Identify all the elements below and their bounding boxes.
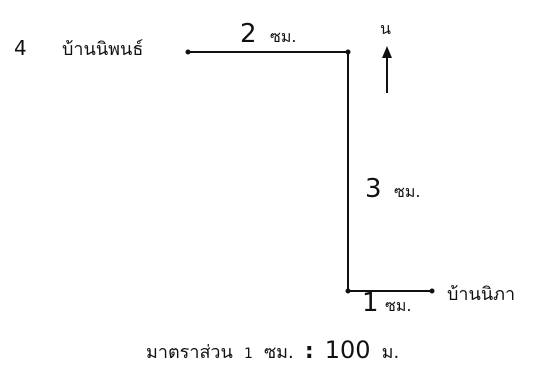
segment-length-value: 2 <box>240 19 257 49</box>
corner-dot-bottom <box>345 288 351 294</box>
segment-length-value: 3 <box>365 174 382 204</box>
scale-map-value: 1 <box>244 346 253 362</box>
corner-dot-top <box>345 49 351 55</box>
segment-length-unit: ซม. <box>385 296 412 315</box>
problem-number: 4 <box>14 36 27 60</box>
scale-map-unit: ซม. <box>264 342 294 363</box>
scale-separator: : <box>305 339 314 364</box>
route-path <box>188 51 432 292</box>
end-point-dot <box>429 288 435 294</box>
end-place-label: บ้านนิภา <box>447 284 515 305</box>
segment-length-unit: ซม. <box>270 27 297 46</box>
scale-prefix: มาตราส่วน <box>146 342 233 363</box>
north-label: น <box>380 19 391 38</box>
scale-caption: มาตราส่วน 1 ซม. : 100 ม. <box>146 336 399 364</box>
scale-real-value: 100 <box>325 336 371 364</box>
segment-length-value: 1 <box>362 288 379 318</box>
start-point-dot <box>185 49 191 55</box>
segment-length-unit: ซม. <box>394 182 421 201</box>
north-arrow-icon: น <box>380 19 392 93</box>
start-place-label: บ้านนิพนธ์ <box>62 39 143 60</box>
scale-real-unit: ม. <box>382 342 400 363</box>
